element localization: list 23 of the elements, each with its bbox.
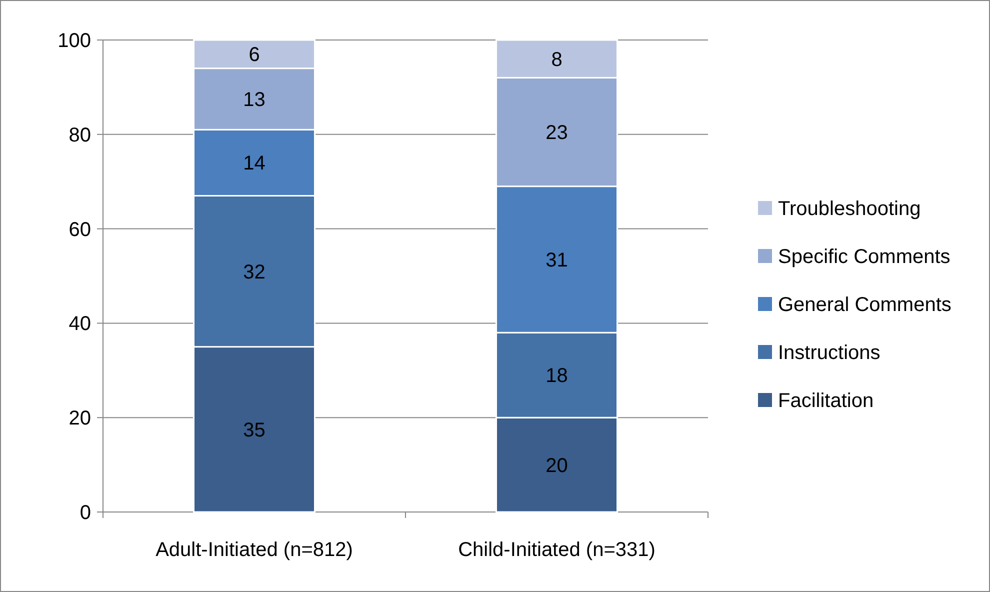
legend-label: Troubleshooting (778, 198, 921, 220)
x-tick-label: Adult-Initiated (n=812) (156, 539, 353, 561)
y-tick-label: 60 (68, 218, 91, 241)
legend-label: General Comments (778, 294, 952, 316)
data-label: 31 (546, 249, 568, 272)
data-label: 6 (248, 44, 260, 66)
y-tick-label: 40 (68, 313, 91, 336)
data-label: 14 (243, 152, 266, 175)
legend-label: Facilitation (778, 390, 874, 412)
data-label: 18 (546, 365, 568, 388)
y-tick-label: 0 (80, 502, 91, 524)
x-tick-label: Child-Initiated (n=331) (458, 539, 656, 561)
data-label: 13 (243, 89, 266, 111)
data-label: 35 (243, 419, 266, 442)
data-label: 20 (546, 454, 568, 477)
y-tick-label: 20 (68, 408, 91, 430)
data-label: 32 (243, 261, 266, 284)
legend-label: Specific Comments (778, 246, 950, 268)
data-label: 8 (551, 48, 562, 71)
legend-label: Instructions (778, 342, 880, 364)
y-tick-label: 100 (58, 30, 91, 52)
data-label: 23 (546, 122, 568, 144)
y-tick-label: 80 (68, 124, 91, 146)
